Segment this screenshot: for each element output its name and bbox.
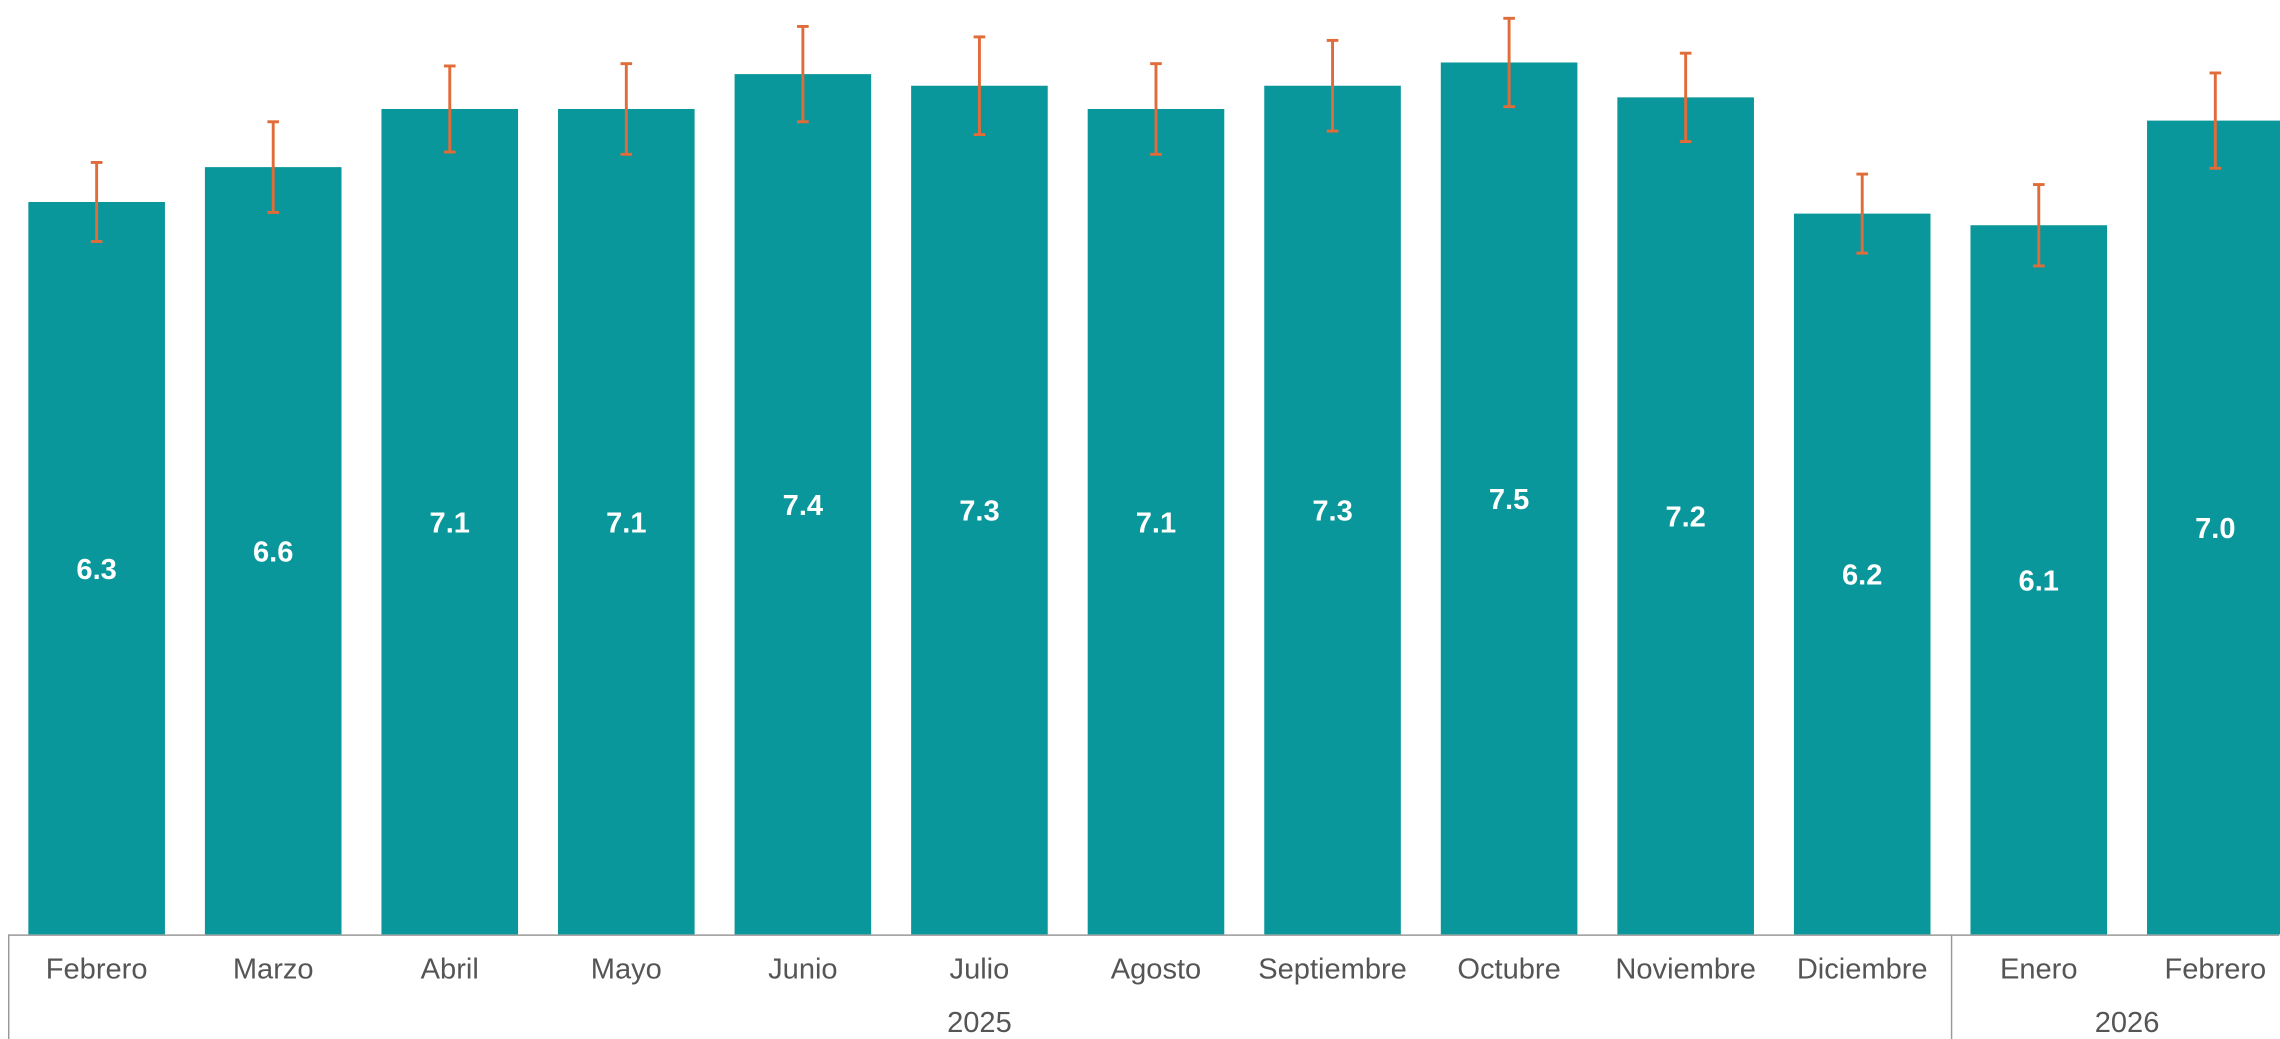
x-tick-label: Agosto (1111, 953, 1201, 985)
data-label: 7.0 (2195, 513, 2235, 545)
bar (1617, 97, 1754, 935)
bar (1264, 85, 1401, 935)
x-tick-label: Diciembre (1797, 953, 1928, 985)
data-label: 6.3 (76, 554, 116, 586)
x-tick-label: Junio (768, 953, 837, 985)
data-label: 7.2 (1665, 501, 1705, 533)
x-tick-label: Enero (2000, 953, 2078, 985)
x-tick-label: Febrero (46, 953, 148, 985)
data-label: 6.2 (1842, 560, 1882, 592)
bar (1087, 108, 1225, 935)
x-tick-label: Marzo (233, 953, 314, 985)
bar (28, 201, 165, 935)
data-label: 6.1 (2019, 565, 2059, 597)
x-tick-label: Mayo (591, 953, 662, 985)
data-label: 7.1 (430, 507, 470, 539)
bar (558, 108, 695, 935)
bar (2147, 120, 2280, 935)
bar (911, 85, 1048, 935)
x-tick-label: Abril (421, 953, 479, 985)
data-label: 7.3 (1312, 496, 1352, 528)
data-label: 6.6 (253, 536, 293, 568)
bar (204, 167, 342, 935)
bar (1440, 62, 1578, 935)
x-tick-label: Febrero (2164, 953, 2266, 985)
bar (734, 74, 872, 935)
group-label: 2025 (947, 1007, 1012, 1039)
data-label: 7.5 (1489, 484, 1529, 516)
x-tick-label: Septiembre (1258, 953, 1407, 985)
data-label: 7.3 (959, 496, 999, 528)
data-label: 7.4 (783, 490, 823, 522)
x-tick-label: Octubre (1457, 953, 1560, 985)
x-tick-label: Julio (950, 953, 1010, 985)
bar (381, 108, 519, 935)
data-label: 7.1 (606, 507, 646, 539)
bar (1970, 225, 2108, 935)
x-tick-label: Noviembre (1615, 953, 1755, 985)
data-label: 7.1 (1136, 507, 1176, 539)
group-label: 2026 (2095, 1007, 2160, 1039)
bar (1793, 213, 1931, 935)
